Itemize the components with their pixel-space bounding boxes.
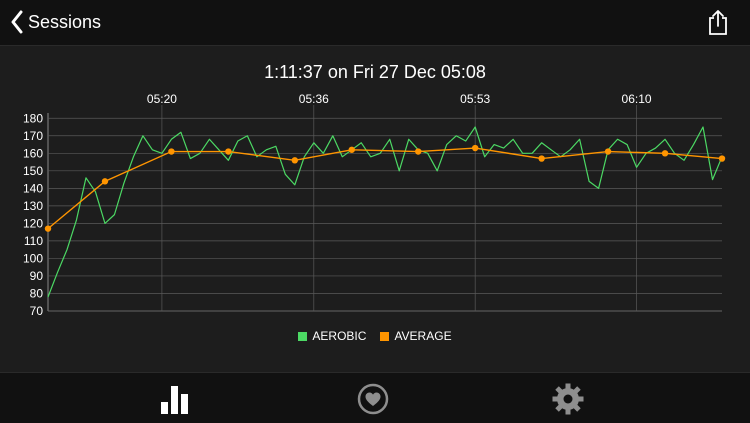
average-point <box>44 225 52 232</box>
heart-rate-chart: 70 80 90 100 110 120 130 140 150 160 170 180 05:20 05… <box>23 92 726 318</box>
y-tick-label: 120 <box>23 216 43 230</box>
chevron-left-icon <box>11 10 23 34</box>
average-point <box>718 155 726 162</box>
y-tick-label: 110 <box>24 234 43 248</box>
tab-bar <box>0 372 750 423</box>
average-point <box>471 144 479 152</box>
legend-item-aerobic: AEROBIC <box>298 329 366 343</box>
x-tick-label: 05:20 <box>147 92 177 106</box>
gear-tooth <box>565 383 571 391</box>
legend-label-average: AVERAGE <box>394 329 452 343</box>
back-button[interactable]: Sessions <box>10 8 101 36</box>
x-tick-label: 05:53 <box>460 92 490 106</box>
chart-title: 1:11:37 on Fri 27 Dec 05:08 <box>264 62 486 82</box>
share-icon <box>709 10 727 35</box>
series-line-average <box>47 147 723 230</box>
average-point <box>661 150 669 157</box>
x-tick-label: 06:10 <box>622 92 652 106</box>
share-button[interactable] <box>706 8 730 36</box>
average-point <box>291 157 299 164</box>
back-label: Sessions <box>28 11 102 32</box>
y-tick-label: 180 <box>23 111 43 125</box>
y-tick-label: 170 <box>23 129 43 143</box>
y-tick-label: 160 <box>23 146 43 160</box>
tab-charts[interactable] <box>158 382 192 416</box>
heart-icon <box>357 383 389 415</box>
y-tick-label: 90 <box>30 269 44 283</box>
average-point <box>604 148 612 155</box>
tab-settings[interactable] <box>551 382 585 416</box>
average-point <box>225 148 232 155</box>
legend-swatch-average <box>380 331 390 341</box>
series-line-aerobic <box>47 126 723 298</box>
average-point <box>348 146 355 153</box>
tab-heart[interactable] <box>356 382 390 416</box>
legend-swatch-aerobic <box>298 331 308 341</box>
average-point <box>168 148 175 155</box>
legend-item-average: AVERAGE <box>380 329 452 343</box>
average-point <box>538 155 545 162</box>
bar-chart-icon <box>161 386 188 414</box>
legend-label-aerobic: AEROBIC <box>312 329 367 343</box>
y-tick-label: 140 <box>23 181 43 195</box>
y-tick-label: 150 <box>23 164 43 178</box>
gear-icon <box>552 383 584 415</box>
y-tick-label: 80 <box>30 286 44 300</box>
x-tick-label: 05:36 <box>299 92 329 106</box>
y-tick-label: 70 <box>30 304 44 318</box>
average-point <box>415 148 422 155</box>
chart-legend: AEROBIC AVERAGE <box>0 329 750 343</box>
y-tick-label: 130 <box>23 199 43 213</box>
gear-tooth <box>565 407 571 415</box>
navigation-bar: Sessions <box>0 0 750 46</box>
average-point <box>101 178 109 185</box>
y-tick-label: 100 <box>23 251 43 265</box>
